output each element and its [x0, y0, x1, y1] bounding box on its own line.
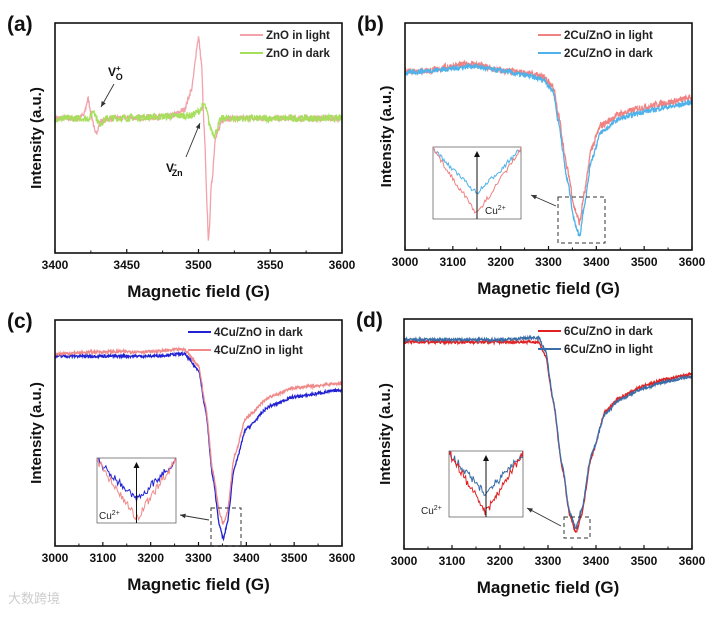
panel-label: (b)	[357, 13, 384, 36]
watermark: 大数跨境	[8, 591, 60, 606]
arrow-head-icon	[101, 101, 106, 107]
x-tick-label: 3000	[391, 554, 418, 568]
x-tick-label: 3500	[631, 554, 658, 568]
zoom-region-box	[563, 516, 591, 539]
label-subscript: Zn	[172, 168, 183, 178]
vo-annotation: V+ O	[108, 64, 123, 82]
arrow-head-icon	[180, 513, 186, 519]
series-line-1	[404, 334, 692, 531]
y-axis-label: Intensity (a.u.)	[28, 87, 45, 189]
x-axis-label: Magnetic field (G)	[127, 575, 270, 594]
arrow-head-icon	[531, 195, 537, 200]
panel-d: 3000 3100 3200 3300 3400 3500 3600 Magnetic fie…	[356, 309, 706, 597]
x-tick-label: 3400	[42, 258, 69, 272]
x-tick-label: 3400	[233, 551, 260, 565]
label-base: Cu	[99, 511, 112, 522]
panel-a: 3400 3450 3500 3550 3600 Magnetic field (G) In…	[7, 13, 356, 301]
zoom-region-box	[557, 196, 606, 244]
x-tick-label: 3550	[257, 258, 284, 272]
x-tick-label: 3600	[329, 258, 356, 272]
legend-label: 4Cu/ZnO in light	[214, 345, 303, 357]
series-line-1	[55, 345, 342, 525]
x-axis-label: Magnetic field (G)	[477, 279, 620, 298]
label-superscript: 2+	[112, 510, 120, 517]
legend-label: 6Cu/ZnO in dark	[564, 326, 653, 338]
annotation-arrow	[526, 507, 562, 527]
arrow-head-icon	[527, 508, 533, 513]
x-tick-label: 3300	[535, 554, 562, 568]
label-superscript: -	[174, 160, 177, 169]
x-tick-label: 3200	[137, 551, 164, 565]
label-subscript: O	[116, 72, 123, 82]
panel-c: 3000 3100 3200 3300 3400 3500 3600 Magnetic fie…	[7, 310, 356, 594]
annotation-arrow	[185, 122, 201, 158]
arrow-up-icon	[483, 455, 489, 461]
label-superscript: 2+	[434, 505, 442, 512]
label-base: Cu	[485, 206, 498, 217]
x-tick-label: 3100	[89, 551, 116, 565]
x-tick-label: 3500	[631, 255, 658, 269]
legend-label: ZnO in light	[266, 30, 330, 42]
cu2-label: Cu2+	[421, 505, 442, 517]
x-tick-label: 3200	[487, 255, 514, 269]
x-axis-label: Magnetic field (G)	[127, 282, 270, 301]
arrow-head-icon	[195, 123, 201, 129]
legend-label: 4Cu/ZnO in dark	[214, 327, 303, 339]
series-line-1	[55, 102, 342, 140]
x-tick-label: 3100	[439, 255, 466, 269]
zoom-region-box	[210, 507, 242, 547]
series-line-0	[55, 36, 342, 241]
x-tick-label: 3450	[113, 258, 140, 272]
arrow-up-icon	[474, 151, 480, 157]
legend-label: 6Cu/ZnO in light	[564, 344, 653, 356]
y-axis-label: Intensity (a.u.)	[377, 383, 394, 485]
label-base: Cu	[421, 506, 434, 517]
y-axis-label: Intensity (a.u.)	[378, 86, 395, 188]
legend-label: 2Cu/ZnO in light	[564, 30, 653, 42]
x-tick-label: 3600	[329, 551, 356, 565]
label-base: V	[108, 65, 116, 79]
panel-label: (c)	[7, 310, 33, 333]
label-superscript: +	[116, 64, 121, 73]
legend-label: ZnO in dark	[266, 48, 331, 60]
label-base: V	[166, 161, 174, 175]
x-tick-label: 3100	[439, 554, 466, 568]
cu2-label: Cu2+	[99, 510, 120, 522]
label-superscript: 2+	[498, 205, 506, 212]
x-tick-label: 3600	[679, 554, 706, 568]
series-line-1	[405, 62, 692, 237]
x-tick-label: 3500	[281, 551, 308, 565]
legend-label: 2Cu/ZnO in dark	[564, 48, 653, 60]
vzn-annotation: V-Zn	[166, 160, 183, 178]
y-axis-label: Intensity (a.u.)	[28, 382, 45, 484]
x-tick-label: 3600	[679, 255, 706, 269]
panel-label: (a)	[7, 13, 33, 36]
x-tick-label: 3000	[42, 551, 69, 565]
x-tick-label: 3400	[583, 255, 610, 269]
x-tick-label: 3300	[185, 551, 212, 565]
panel-label: (d)	[356, 309, 383, 332]
x-tick-label: 3000	[392, 255, 419, 269]
panel-b: 3000 3100 3200 3300 3400 3500 3600 Magnetic fie…	[357, 13, 706, 298]
x-tick-label: 3200	[487, 554, 514, 568]
series-line-0	[55, 350, 342, 542]
x-tick-label: 3300	[535, 255, 562, 269]
x-axis-label: Magnetic field (G)	[477, 578, 620, 597]
x-tick-label: 3500	[185, 258, 212, 272]
x-tick-label: 3400	[583, 554, 610, 568]
arrow-up-icon	[133, 462, 140, 468]
cu2-label: Cu2+	[485, 205, 506, 217]
